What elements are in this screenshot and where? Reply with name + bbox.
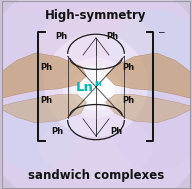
Text: Ph: Ph: [40, 96, 52, 105]
Polygon shape: [105, 94, 190, 123]
Text: Ph: Ph: [40, 63, 52, 72]
Ellipse shape: [0, 10, 83, 95]
Text: sandwich complexes: sandwich complexes: [28, 169, 164, 182]
Text: III: III: [94, 81, 102, 88]
Text: $-$: $-$: [157, 26, 166, 35]
Polygon shape: [2, 53, 87, 98]
Ellipse shape: [44, 33, 148, 137]
Text: Ph: Ph: [122, 63, 134, 72]
Ellipse shape: [89, 81, 103, 94]
Ellipse shape: [0, 94, 78, 170]
Text: Ph: Ph: [55, 32, 67, 41]
Text: Ph: Ph: [51, 127, 63, 136]
Ellipse shape: [109, 10, 192, 95]
Ellipse shape: [84, 77, 108, 99]
Text: Ph: Ph: [106, 32, 118, 41]
Ellipse shape: [39, 9, 153, 75]
Text: Ph: Ph: [110, 127, 122, 136]
Text: Ln: Ln: [76, 81, 94, 94]
Ellipse shape: [71, 65, 121, 111]
Ellipse shape: [63, 58, 129, 118]
Ellipse shape: [114, 94, 192, 170]
Polygon shape: [2, 94, 87, 123]
Ellipse shape: [39, 114, 153, 180]
Text: High-symmetry: High-symmetry: [45, 9, 147, 22]
Text: Ph: Ph: [122, 96, 134, 105]
Polygon shape: [105, 53, 190, 98]
Ellipse shape: [77, 71, 115, 105]
